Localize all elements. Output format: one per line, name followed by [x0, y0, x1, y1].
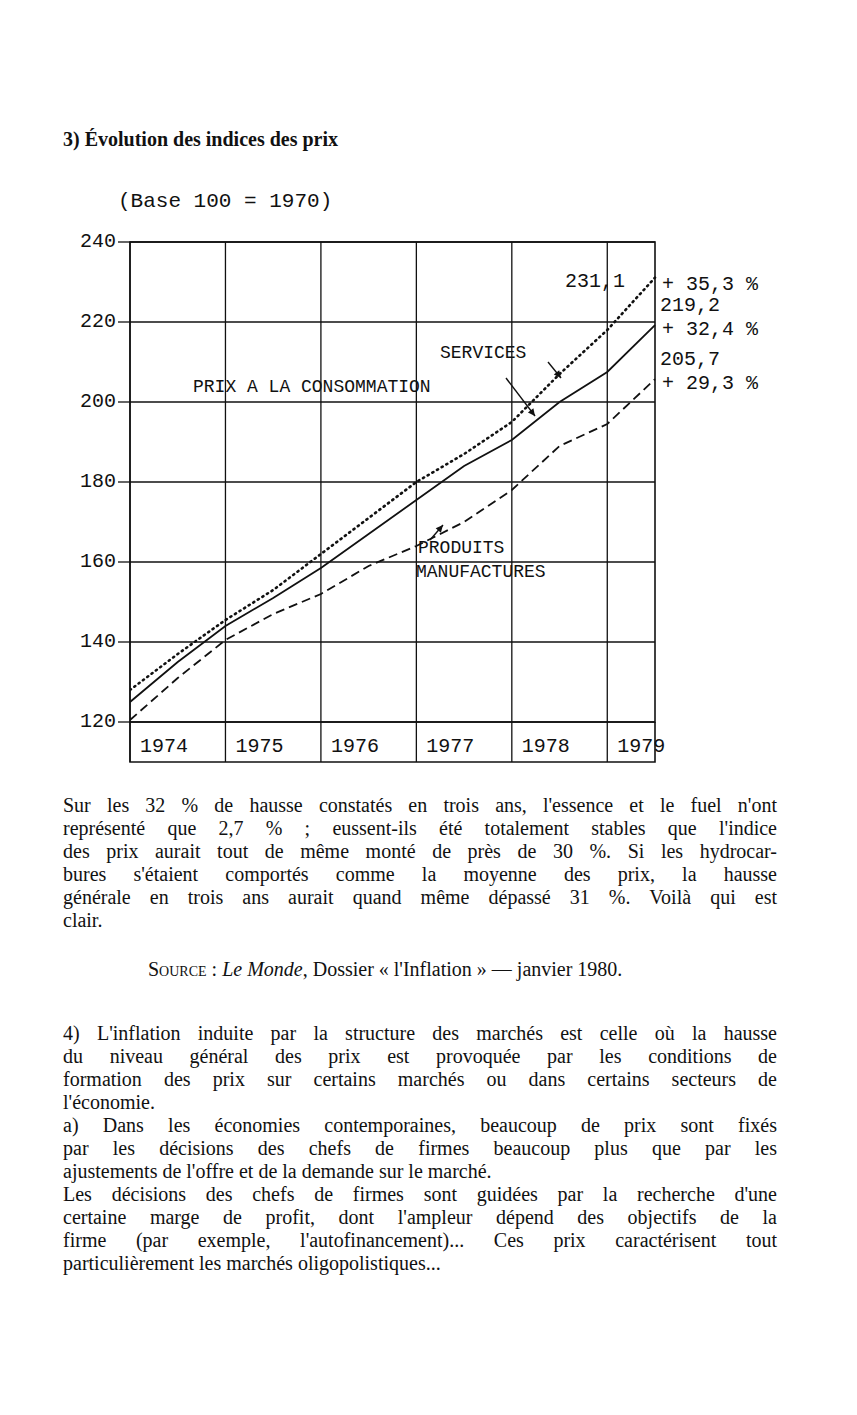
y-tick-label: 140: [80, 630, 116, 653]
heading: 3) Évolution des indices des prix: [63, 128, 338, 151]
text-line: ajustements de l'offre et de la demande …: [63, 1160, 777, 1183]
text-block: 4) L'inflation induite par la structure …: [63, 1022, 777, 1275]
text-line: l'économie.: [63, 1091, 777, 1114]
y-tick: [118, 401, 130, 402]
y-tick-label: 240: [80, 230, 116, 253]
series-label: PRIX A LA CONSOMMATION: [193, 377, 431, 397]
grid-line: [130, 401, 655, 402]
x-tick-label: 1974: [140, 735, 188, 758]
x-tick-label: 1975: [235, 735, 283, 758]
label-arrow: [548, 362, 561, 378]
series-line: [130, 278, 655, 690]
y-tick-label: 160: [80, 550, 116, 573]
grid-line: [130, 481, 655, 482]
grid-line: [607, 242, 608, 762]
arrow-head: [436, 525, 443, 533]
text-line: générale en trois ans aurait quand même …: [63, 886, 777, 909]
series-group: [130, 278, 655, 720]
text-block: Sur les 32 % de hausse constatés en troi…: [63, 794, 777, 932]
y-tick-label: 180: [80, 470, 116, 493]
y-tick: [118, 721, 130, 722]
text-line: a) Dans les économies contemporaines, be…: [63, 1114, 777, 1137]
series-label: PRODUITSMANUFACTURES: [416, 538, 546, 582]
y-tick: [118, 481, 130, 482]
grid-line: [130, 561, 655, 562]
text-line: particulièrement les marchés oligopolist…: [63, 1252, 777, 1275]
text-line: clair.: [63, 909, 777, 932]
grid-line: [130, 641, 655, 642]
grid-line: [416, 242, 417, 762]
text-line: bures s'étaient comportés comme la moyen…: [63, 863, 777, 886]
end-label: 219,2: [660, 294, 720, 317]
arrow-head: [554, 370, 561, 378]
label-arrow: [430, 525, 443, 540]
series-label: SERVICES: [440, 343, 526, 363]
grid-line: [511, 242, 512, 762]
text-line: du niveau général des prix est provoquée…: [63, 1045, 777, 1068]
y-tick: [118, 241, 130, 242]
text-line: firme (par exemple, l'autofinancement)..…: [63, 1229, 777, 1252]
grid-line: [225, 242, 226, 762]
text-line: par les décisions des chefs de firmes be…: [63, 1137, 777, 1160]
x-tick-label: 1977: [426, 735, 474, 758]
source-label: Source :: [148, 958, 217, 980]
text-line: Les décisions des chefs de firmes sont g…: [63, 1183, 777, 1206]
series-line: [130, 325, 655, 702]
arrow-head: [528, 408, 535, 416]
text-line: Sur les 32 % de hausse constatés en troi…: [63, 794, 777, 817]
source-rest: , Dossier « l'Inflation » — janvier 1980…: [303, 958, 623, 980]
subtitle: (Base 100 = 1970): [118, 190, 332, 213]
label-arrow: [506, 378, 535, 416]
text-line: certaine marge de profit, dont l'ampleur…: [63, 1206, 777, 1229]
y-tick: [118, 641, 130, 642]
plot-frame: [130, 242, 655, 722]
x-tick-label: 1978: [522, 735, 570, 758]
x-axis-cells: [130, 722, 655, 762]
end-label: 205,7: [660, 348, 720, 371]
series-line: [130, 379, 655, 720]
y-tick-label: 200: [80, 390, 116, 413]
x-tick-label: 1979: [617, 735, 665, 758]
grid-line: [320, 242, 321, 762]
text-line: des prix aurait tout de même monté de pr…: [63, 840, 777, 863]
end-label: + 29,3 %: [662, 372, 759, 395]
source-publication: Le Monde: [222, 958, 303, 980]
end-label: + 32,4 %: [662, 318, 759, 341]
end-label: 231,1: [565, 270, 625, 293]
y-tick-label: 220: [80, 310, 116, 333]
x-tick-label: 1976: [331, 735, 379, 758]
grid-line: [130, 321, 655, 322]
source: Source : Le Monde, Dossier « l'Inflation…: [148, 958, 622, 981]
y-tick-label: 120: [80, 710, 116, 733]
y-tick: [118, 561, 130, 562]
text-line: représenté que 2,7 % ; eussent-ils été t…: [63, 817, 777, 840]
y-tick: [118, 321, 130, 322]
text-line: formation des prix sur certains marchés …: [63, 1068, 777, 1091]
end-label: + 35,3 %: [662, 273, 759, 296]
text-line: 4) L'inflation induite par la structure …: [63, 1022, 777, 1045]
